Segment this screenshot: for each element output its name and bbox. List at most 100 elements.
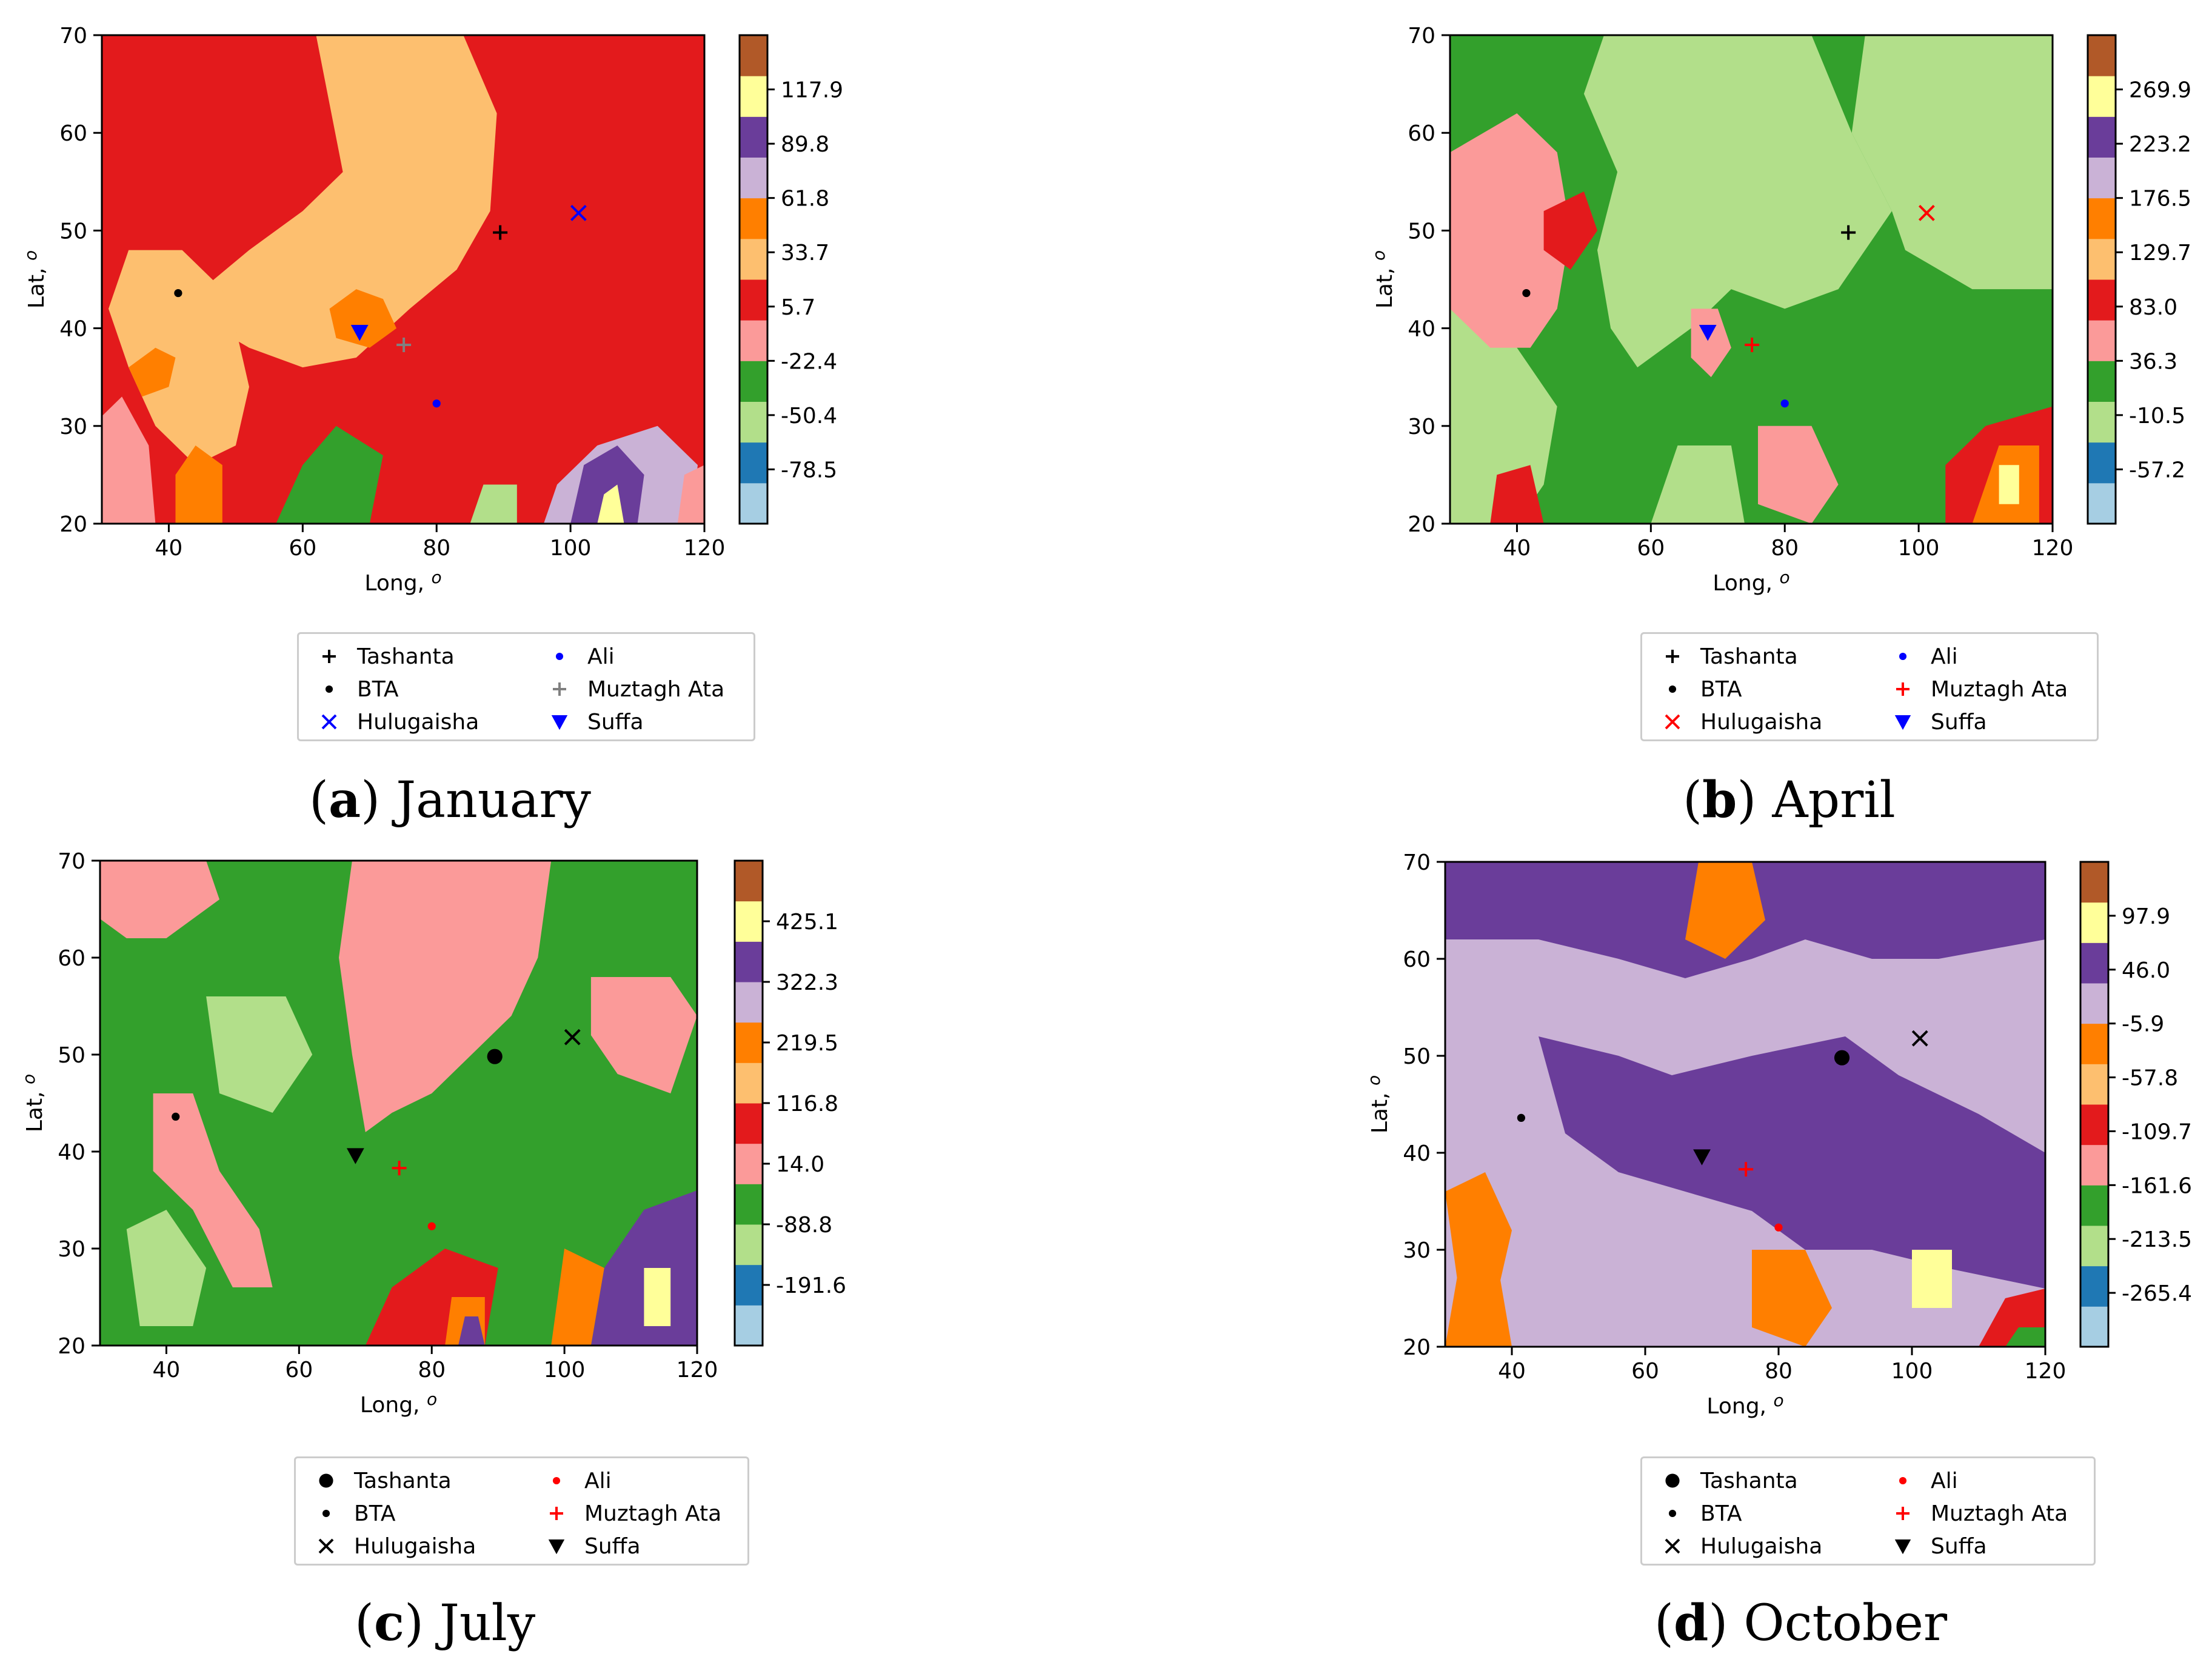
x-tick-label: 40 xyxy=(155,536,183,561)
legend-marker-icon xyxy=(552,1476,561,1485)
contour-region-west-orange xyxy=(129,347,176,397)
plot-frame xyxy=(99,859,698,1347)
legend-item: BTA xyxy=(1654,1498,1742,1529)
y-tick-label: 60 xyxy=(58,946,85,971)
contour-region-ne-blue xyxy=(1851,35,2053,290)
contour-region-e-pink xyxy=(590,977,697,1093)
x-tick-label: 100 xyxy=(544,1358,586,1382)
marker-suffa xyxy=(350,325,369,341)
legend-label: Tashanta xyxy=(357,644,455,669)
x-axis-label: Long, o xyxy=(1712,567,1789,596)
legend: Tashanta BTA Hulugaisha Ali Muztagh Ata Suffa xyxy=(1640,1456,2096,1566)
colorbar-frame xyxy=(738,34,769,525)
legend-symbol xyxy=(553,682,566,696)
colorbar-segment xyxy=(2080,1023,2108,1064)
caption-letter: a xyxy=(329,771,361,829)
legend-label: Tashanta xyxy=(1700,644,1798,669)
panel-figure: 40 60 80 100 120 20 30 40 50 60 70 Long, o Lat, o -26… xyxy=(1364,850,2192,1419)
marker-muztagh-ata xyxy=(1745,338,1760,353)
colorbar-segment xyxy=(740,157,767,199)
colorbar-tick-label: -57.8 xyxy=(2122,1066,2178,1091)
legend-label: Ali xyxy=(587,644,615,669)
legend-label: Muztagh Ata xyxy=(1931,676,2068,702)
x-tick-label: 80 xyxy=(1771,536,1799,561)
colorbar-tick-label: 223.2 xyxy=(2129,132,2191,157)
y-tick-label: 20 xyxy=(1408,512,1435,537)
y-tick-label: 50 xyxy=(1403,1044,1431,1069)
contour-region-sc-blue xyxy=(1651,445,1745,524)
x-axis-label: Long, o xyxy=(1706,1390,1783,1419)
colorbar-segment xyxy=(735,1264,763,1306)
contour-region-e-green xyxy=(677,465,704,524)
contour-region-west-band xyxy=(109,250,249,465)
colorbar-tick-label: -50.4 xyxy=(781,404,837,429)
marker-tashanta xyxy=(1841,225,1856,240)
colorbar-segment xyxy=(740,320,767,361)
colorbar-segment xyxy=(740,361,767,402)
legend-item: Tashanta xyxy=(311,641,455,672)
legend-label: Suffa xyxy=(1931,1533,1987,1559)
colorbar-segment xyxy=(740,442,767,484)
legend: Tashanta BTA Hulugaisha Ali Muztagh Ata Suffa xyxy=(1640,632,2099,741)
x-tick-label: 100 xyxy=(1898,536,1940,561)
legend-item: Suffa xyxy=(1885,1531,1987,1561)
legend-item: Ali xyxy=(541,641,615,672)
legend-label: BTA xyxy=(354,1501,396,1526)
marker-bta xyxy=(1522,289,1531,298)
legend-label: Hulugaisha xyxy=(354,1533,476,1559)
x-tick-label: 40 xyxy=(1498,1359,1526,1384)
colorbar-segment xyxy=(2080,862,2108,903)
legend-marker-icon xyxy=(1894,715,1911,730)
legend-marker-icon xyxy=(1894,1539,1911,1555)
caption-letter: d xyxy=(1674,1594,1709,1652)
legend-symbol xyxy=(1899,652,1907,661)
legend-label: BTA xyxy=(1700,1501,1742,1526)
colorbar-tick-label: 46.0 xyxy=(2122,958,2170,983)
legend-marker-icon xyxy=(322,650,336,663)
caption: (c) July xyxy=(355,1594,536,1652)
colorbar-frame xyxy=(2079,861,2110,1348)
legend-symbol xyxy=(322,1509,330,1518)
legend-symbol xyxy=(319,1473,333,1488)
legend-item: Hulugaisha xyxy=(308,1531,476,1561)
x-tick-label: 60 xyxy=(1637,536,1665,561)
colorbar-segment xyxy=(2080,983,2108,1024)
legend-label: Suffa xyxy=(587,709,644,735)
colorbar-segment xyxy=(740,198,767,239)
colorbar-segment xyxy=(2088,279,2116,321)
colorbar-segment xyxy=(735,901,763,942)
marker-bta xyxy=(1517,1113,1525,1122)
caption: (a) January xyxy=(309,771,591,829)
y-tick-label: 60 xyxy=(1408,121,1435,146)
contour-region-north-orange xyxy=(1685,862,1765,959)
panel-figure: 40 60 80 100 120 20 30 40 50 60 70 Long, o Lat, o -78… xyxy=(21,24,843,596)
legend-symbol xyxy=(1668,685,1677,693)
legend-label: Muztagh Ata xyxy=(584,1501,722,1526)
colorbar-segment xyxy=(2080,942,2108,984)
legend-symbol xyxy=(1894,715,1911,730)
contour-region-se-purple xyxy=(597,484,624,524)
contour-field xyxy=(100,861,697,1346)
x-tick-label: 40 xyxy=(1503,536,1531,561)
legend-label: Hulugaisha xyxy=(1700,1533,1823,1559)
colorbar-frame xyxy=(2087,34,2117,525)
legend-marker-icon xyxy=(1665,1538,1680,1554)
y-tick-label: 50 xyxy=(59,219,87,244)
contour-region-w-pink xyxy=(1543,191,1597,270)
legend-marker-icon xyxy=(319,1473,333,1488)
contour-region-sw-pink xyxy=(1490,465,1544,524)
colorbar-tick-label: 61.8 xyxy=(781,187,829,212)
colorbar-segment xyxy=(2080,1226,2108,1267)
marker-ali xyxy=(427,1222,436,1230)
caption-letter: c xyxy=(374,1594,404,1652)
legend-item: Hulugaisha xyxy=(311,707,479,737)
colorbar-segment xyxy=(740,482,767,524)
marker-ali xyxy=(1774,1223,1783,1232)
legend-marker-icon xyxy=(1896,682,1910,696)
marker-bta xyxy=(172,1112,180,1121)
x-axis-label: Long, o xyxy=(364,567,441,596)
legend-marker-icon xyxy=(1666,650,1679,663)
colorbar-tick-label: 322.3 xyxy=(776,970,838,995)
x-tick-label: 100 xyxy=(550,536,592,561)
x-tick-label: 60 xyxy=(1631,1359,1659,1384)
